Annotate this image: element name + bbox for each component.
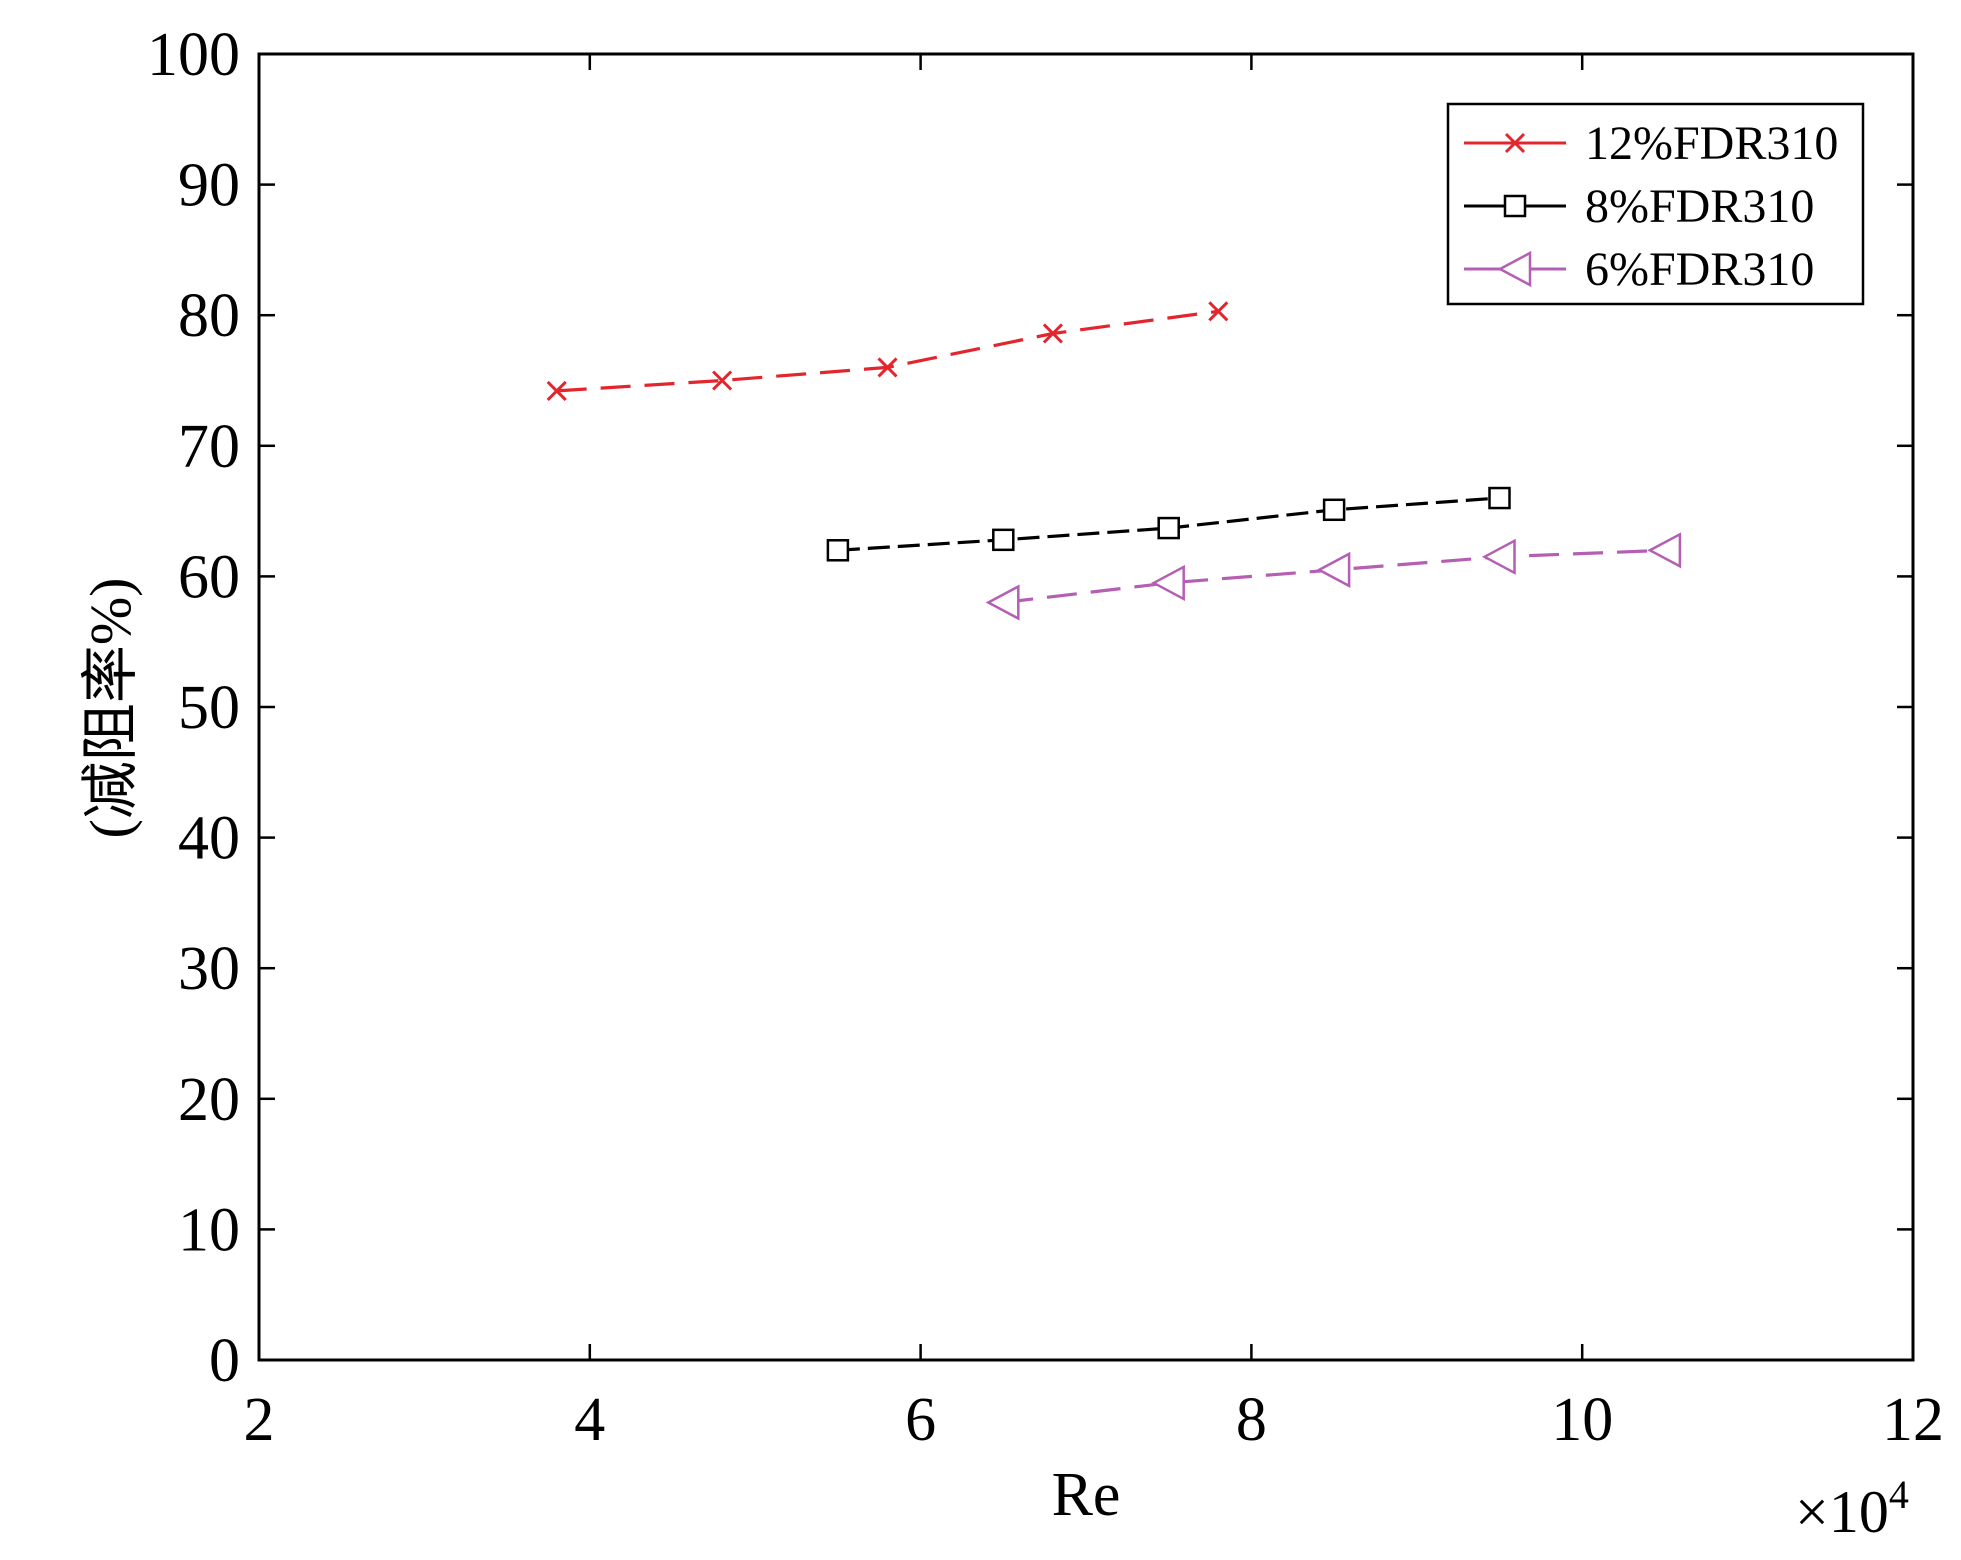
marker-shape: [1647, 532, 1682, 569]
y-tick-label: 10: [178, 1196, 240, 1264]
x-axis-multiplier-exponent: 4: [1889, 1472, 1909, 1517]
y-tick-label: 50: [178, 674, 240, 742]
legend: 12%FDR310 8%FDR310 6%FDR310: [1446, 102, 1865, 306]
series-1: [826, 486, 1511, 562]
series-layer: [546, 301, 1682, 621]
y-axis-label: (减阻率%): [78, 578, 143, 839]
legend-items: 12%FDR310 8%FDR310 6%FDR310: [1464, 117, 1838, 296]
y-tick-label: 40: [178, 805, 240, 873]
x-axis-multiplier: ×104: [1795, 1472, 1909, 1545]
marker-shape: [1157, 516, 1180, 540]
y-tick-label: 0: [209, 1327, 240, 1395]
data-point: [1157, 516, 1180, 540]
x-tick-label: 12: [1882, 1386, 1944, 1454]
marker-stroke: [877, 357, 898, 378]
data-point: [1208, 301, 1229, 322]
legend-item: 6%FDR310: [1464, 243, 1814, 296]
marker-shape: [1497, 250, 1532, 288]
x-tick-label: 6: [905, 1386, 936, 1454]
data-point: [1481, 538, 1516, 575]
marker-shape: [1151, 564, 1185, 602]
x-tick-label: 8: [1236, 1386, 1267, 1454]
marker-shape: [1316, 551, 1351, 588]
y-tick-label: 90: [178, 152, 240, 220]
series-0: [546, 301, 1229, 402]
data-point: [546, 380, 567, 402]
marker-shape: [1481, 538, 1516, 575]
plot-frame: [257, 52, 1915, 1362]
data-point: [1042, 323, 1063, 344]
marker-stroke: [712, 370, 733, 391]
legend-swatch-marker: [1503, 194, 1527, 218]
y-tick-label: 20: [178, 1066, 240, 1134]
legend-label: 12%FDR310: [1585, 117, 1838, 170]
marker-shape: [1488, 486, 1511, 510]
y-tick-label: 30: [178, 935, 240, 1003]
legend-item: 8%FDR310: [1464, 180, 1814, 233]
x-tick-label: 4: [574, 1386, 605, 1454]
axis-tick-labels: 2 4 6 8 10 12 0 10 20 30 40 50 60 70 80 90 100: [147, 21, 1944, 1454]
x-axis-label: Re: [1052, 1461, 1121, 1529]
y-tick-label: 70: [178, 413, 240, 481]
data-point: [1647, 532, 1682, 569]
data-point: [712, 370, 733, 391]
data-point: [826, 539, 850, 562]
marker-stroke: [1504, 132, 1526, 154]
y-tick-label: 60: [178, 543, 240, 611]
legend-item: 12%FDR310: [1464, 117, 1838, 170]
data-point: [877, 357, 898, 378]
x-tick-label: 10: [1551, 1386, 1613, 1454]
y-tick-label: 100: [147, 21, 240, 89]
marker-shape: [1322, 498, 1346, 522]
data-point: [992, 528, 1015, 552]
marker-shape: [992, 528, 1015, 552]
legend-swatch-marker: [1504, 132, 1526, 154]
marker-shape: [985, 584, 1020, 621]
x-tick-label: 2: [244, 1386, 275, 1454]
data-point: [985, 584, 1020, 621]
data-point: [1488, 486, 1511, 510]
marker-shape: [1503, 194, 1527, 218]
series-2: [985, 532, 1682, 621]
marker-shape: [826, 539, 850, 562]
data-point: [1322, 498, 1346, 522]
legend-label: 8%FDR310: [1585, 180, 1814, 233]
legend-label: 6%FDR310: [1585, 243, 1814, 296]
x-axis-multiplier-base: ×10: [1795, 1479, 1889, 1545]
y-tick-label: 80: [178, 282, 240, 350]
data-point: [1316, 551, 1351, 588]
marker-stroke: [546, 380, 567, 402]
marker-stroke: [1042, 323, 1063, 344]
legend-swatch-marker: [1497, 250, 1532, 288]
marker-stroke: [1208, 301, 1229, 322]
data-point: [1151, 564, 1185, 602]
